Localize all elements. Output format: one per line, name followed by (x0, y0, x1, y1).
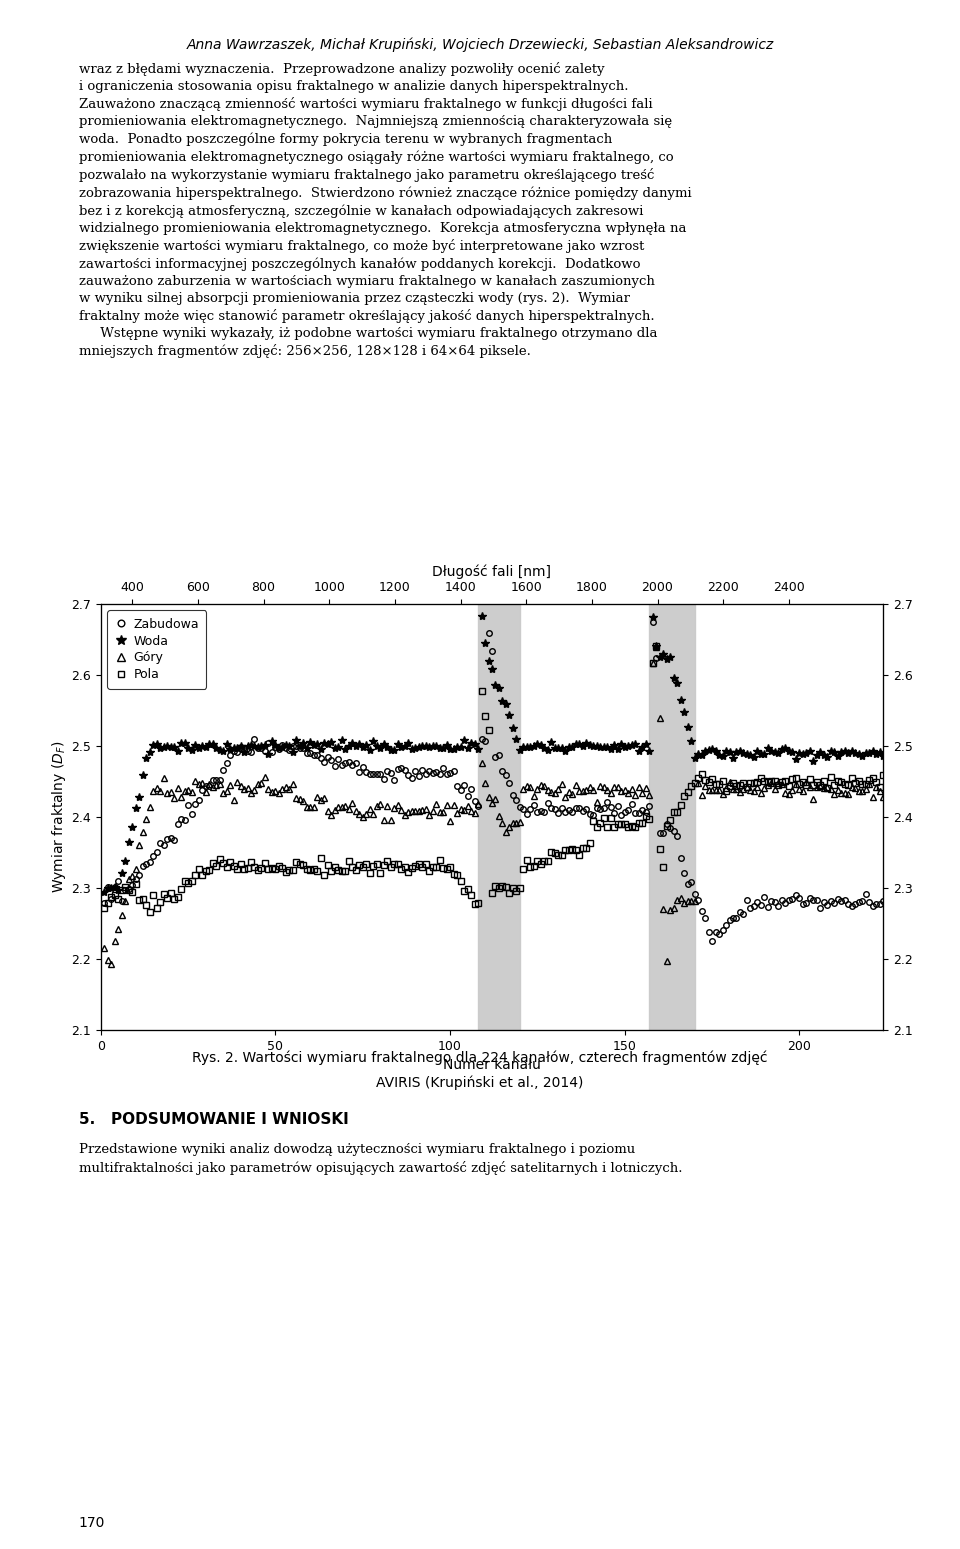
Text: Anna Wawrzaszek, Michał Krupiński, Wojciech Drzewiecki, Sebastian Aleksandrowicz: Anna Wawrzaszek, Michał Krupiński, Wojci… (186, 37, 774, 51)
Zabudowa (863, 894, 875, 912)
Text: 170: 170 (79, 1516, 105, 1530)
Woda (860, 744, 872, 762)
Pola (584, 833, 595, 852)
Text: AVIRIS (Krupiński et al., 2014): AVIRIS (Krupiński et al., 2014) (376, 1075, 584, 1089)
Zabudowa (168, 830, 180, 849)
Góry (863, 774, 875, 793)
Pola (172, 888, 183, 906)
Text: wraz z błędami wyznaczenia.  Przeprowadzone analizy pozwoliły ocenić zalety
i og: wraz z błędami wyznaczenia. Przeprowadzo… (79, 62, 691, 358)
Woda (517, 737, 529, 756)
Woda (168, 737, 180, 756)
Text: Rys. 2. Wartości wymiaru fraktalnego dla 224 kanałów, czterech fragmentów zdjęć: Rys. 2. Wartości wymiaru fraktalnego dla… (192, 1050, 768, 1064)
Góry (106, 954, 117, 973)
X-axis label: Długość fali [nm]: Długość fali [nm] (433, 564, 551, 579)
Pola (144, 903, 156, 922)
Pola (651, 637, 662, 655)
Woda (584, 736, 595, 754)
Zabudowa (157, 836, 169, 855)
Woda (157, 737, 169, 756)
Line: Woda: Woda (100, 612, 887, 897)
Zabudowa (270, 737, 281, 756)
Góry (651, 638, 662, 657)
Woda (99, 883, 110, 902)
Zabudowa (647, 613, 659, 632)
Zabudowa (707, 932, 718, 951)
Góry (99, 939, 110, 957)
Pola (161, 889, 173, 908)
Góry (877, 787, 889, 805)
Bar (478, 604, 520, 1030)
Pola (517, 860, 529, 878)
Line: Góry: Góry (101, 644, 887, 967)
Woda (270, 736, 281, 754)
Zabudowa (877, 891, 889, 909)
Góry (274, 784, 285, 802)
Text: 5.   PODSUMOWANIE I WNIOSKI: 5. PODSUMOWANIE I WNIOSKI (79, 1112, 348, 1128)
Woda (476, 607, 488, 626)
Line: Pola: Pola (102, 643, 886, 915)
Legend: Zabudowa, Woda, Góry, Pola: Zabudowa, Woda, Góry, Pola (108, 610, 206, 689)
Zabudowa (581, 799, 592, 818)
Góry (172, 778, 183, 796)
Pola (863, 771, 875, 790)
Woda (877, 747, 889, 765)
Bar (649, 604, 695, 1030)
Pola (877, 765, 889, 784)
Pola (274, 857, 285, 875)
Zabudowa (99, 894, 110, 912)
Góry (584, 778, 595, 796)
Zabudowa (515, 798, 526, 816)
Y-axis label: Wymiar fraktalny ($D_F$): Wymiar fraktalny ($D_F$) (51, 740, 68, 894)
Pola (99, 898, 110, 917)
Line: Zabudowa: Zabudowa (102, 620, 886, 945)
X-axis label: Numer kanału: Numer kanału (444, 1058, 540, 1072)
Góry (517, 779, 529, 798)
Text: Przedstawione wyniki analiz dowodzą użyteczności wymiaru fraktalnego i poziomu
m: Przedstawione wyniki analiz dowodzą użyt… (79, 1143, 683, 1174)
Góry (161, 784, 173, 802)
